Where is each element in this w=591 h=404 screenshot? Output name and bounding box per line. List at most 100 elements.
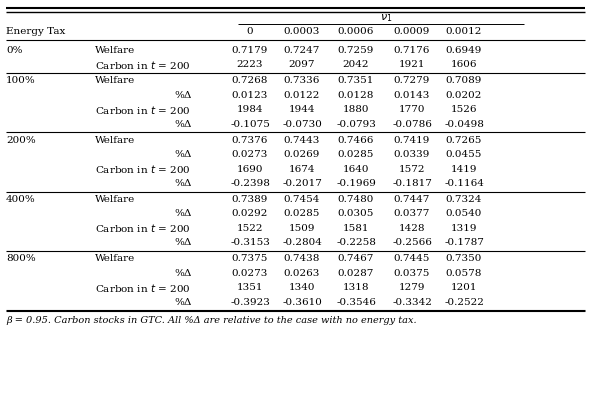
Text: Carbon in $t$ = 200: Carbon in $t$ = 200	[95, 223, 191, 234]
Text: -0.3153: -0.3153	[230, 238, 270, 248]
Text: -0.3546: -0.3546	[336, 298, 376, 307]
Text: 0.0339: 0.0339	[394, 150, 430, 159]
Text: 1640: 1640	[343, 164, 369, 174]
Text: 2223: 2223	[237, 60, 263, 69]
Text: $\nu_1$: $\nu_1$	[380, 12, 392, 24]
Text: 0.0540: 0.0540	[446, 210, 482, 219]
Text: β = 0.95. Carbon stocks in GTC. All %Δ are relative to the case with no energy t: β = 0.95. Carbon stocks in GTC. All %Δ a…	[6, 316, 417, 325]
Text: 0.7480: 0.7480	[338, 195, 374, 204]
Text: 1581: 1581	[343, 224, 369, 233]
Text: 0.7438: 0.7438	[284, 255, 320, 263]
Text: 0.7336: 0.7336	[284, 76, 320, 85]
Text: 0.7351: 0.7351	[338, 76, 374, 85]
Text: 1526: 1526	[451, 105, 478, 114]
Text: 1944: 1944	[289, 105, 315, 114]
Text: -0.3342: -0.3342	[392, 298, 432, 307]
Text: 100%: 100%	[6, 76, 35, 85]
Text: 1201: 1201	[451, 284, 478, 292]
Text: Carbon in $t$ = 200: Carbon in $t$ = 200	[95, 59, 191, 71]
Text: -0.0793: -0.0793	[336, 120, 376, 128]
Text: 1319: 1319	[451, 224, 478, 233]
Text: 0.0578: 0.0578	[446, 269, 482, 278]
Text: -0.2522: -0.2522	[444, 298, 484, 307]
Text: 1522: 1522	[237, 224, 263, 233]
Text: %Δ: %Δ	[174, 120, 192, 128]
Text: 1880: 1880	[343, 105, 369, 114]
Text: 0.7447: 0.7447	[394, 195, 430, 204]
Text: %Δ: %Δ	[174, 269, 192, 278]
Text: 0.6949: 0.6949	[446, 46, 482, 55]
Text: Carbon in $t$ = 200: Carbon in $t$ = 200	[95, 103, 191, 116]
Text: 0.0263: 0.0263	[284, 269, 320, 278]
Text: 0.0143: 0.0143	[394, 90, 430, 100]
Text: Welfare: Welfare	[95, 46, 135, 55]
Text: Energy Tax: Energy Tax	[6, 27, 66, 36]
Text: 2042: 2042	[343, 60, 369, 69]
Text: %Δ: %Δ	[174, 90, 192, 100]
Text: %Δ: %Δ	[174, 298, 192, 307]
Text: 0.0285: 0.0285	[338, 150, 374, 159]
Text: 0.0128: 0.0128	[338, 90, 374, 100]
Text: -0.2804: -0.2804	[282, 238, 322, 248]
Text: -0.2566: -0.2566	[392, 238, 432, 248]
Text: 1606: 1606	[451, 60, 478, 69]
Text: 1770: 1770	[399, 105, 426, 114]
Text: 400%: 400%	[6, 195, 35, 204]
Text: 0.7466: 0.7466	[338, 136, 374, 145]
Text: 0.7089: 0.7089	[446, 76, 482, 85]
Text: 1428: 1428	[399, 224, 426, 233]
Text: 0.0305: 0.0305	[338, 210, 374, 219]
Text: 1318: 1318	[343, 284, 369, 292]
Text: %Δ: %Δ	[174, 238, 192, 248]
Text: 200%: 200%	[6, 136, 35, 145]
Text: 0.0012: 0.0012	[446, 27, 482, 36]
Text: -0.1075: -0.1075	[230, 120, 270, 128]
Text: -0.1164: -0.1164	[444, 179, 484, 188]
Text: 0.0006: 0.0006	[338, 27, 374, 36]
Text: 1419: 1419	[451, 164, 478, 174]
Text: -0.0498: -0.0498	[444, 120, 484, 128]
Text: -0.0786: -0.0786	[392, 120, 432, 128]
Text: 1509: 1509	[289, 224, 315, 233]
Text: 0.7389: 0.7389	[232, 195, 268, 204]
Text: 1690: 1690	[237, 164, 263, 174]
Text: Welfare: Welfare	[95, 136, 135, 145]
Text: 0.0202: 0.0202	[446, 90, 482, 100]
Text: 800%: 800%	[6, 255, 35, 263]
Text: 0.7279: 0.7279	[394, 76, 430, 85]
Text: 0.7350: 0.7350	[446, 255, 482, 263]
Text: -0.1817: -0.1817	[392, 179, 432, 188]
Text: 0%: 0%	[6, 46, 22, 55]
Text: 0.0269: 0.0269	[284, 150, 320, 159]
Text: 0.0455: 0.0455	[446, 150, 482, 159]
Text: -0.2017: -0.2017	[282, 179, 322, 188]
Text: 1279: 1279	[399, 284, 426, 292]
Text: Welfare: Welfare	[95, 76, 135, 85]
Text: 0.0375: 0.0375	[394, 269, 430, 278]
Text: %Δ: %Δ	[174, 179, 192, 188]
Text: 1674: 1674	[289, 164, 315, 174]
Text: 0.7176: 0.7176	[394, 46, 430, 55]
Text: 0.0003: 0.0003	[284, 27, 320, 36]
Text: -0.3610: -0.3610	[282, 298, 322, 307]
Text: 0.7268: 0.7268	[232, 76, 268, 85]
Text: 0.0273: 0.0273	[232, 269, 268, 278]
Text: 0.0122: 0.0122	[284, 90, 320, 100]
Text: 0.7324: 0.7324	[446, 195, 482, 204]
Text: 0.7467: 0.7467	[338, 255, 374, 263]
Text: Carbon in $t$ = 200: Carbon in $t$ = 200	[95, 282, 191, 294]
Text: 1340: 1340	[289, 284, 315, 292]
Text: 0.7454: 0.7454	[284, 195, 320, 204]
Text: -0.1969: -0.1969	[336, 179, 376, 188]
Text: Welfare: Welfare	[95, 255, 135, 263]
Text: Carbon in $t$ = 200: Carbon in $t$ = 200	[95, 163, 191, 175]
Text: -0.2398: -0.2398	[230, 179, 270, 188]
Text: 0.0377: 0.0377	[394, 210, 430, 219]
Text: 0.7443: 0.7443	[284, 136, 320, 145]
Text: %Δ: %Δ	[174, 150, 192, 159]
Text: -0.3923: -0.3923	[230, 298, 270, 307]
Text: 0.7375: 0.7375	[232, 255, 268, 263]
Text: 0.0123: 0.0123	[232, 90, 268, 100]
Text: 1921: 1921	[399, 60, 426, 69]
Text: 0.7376: 0.7376	[232, 136, 268, 145]
